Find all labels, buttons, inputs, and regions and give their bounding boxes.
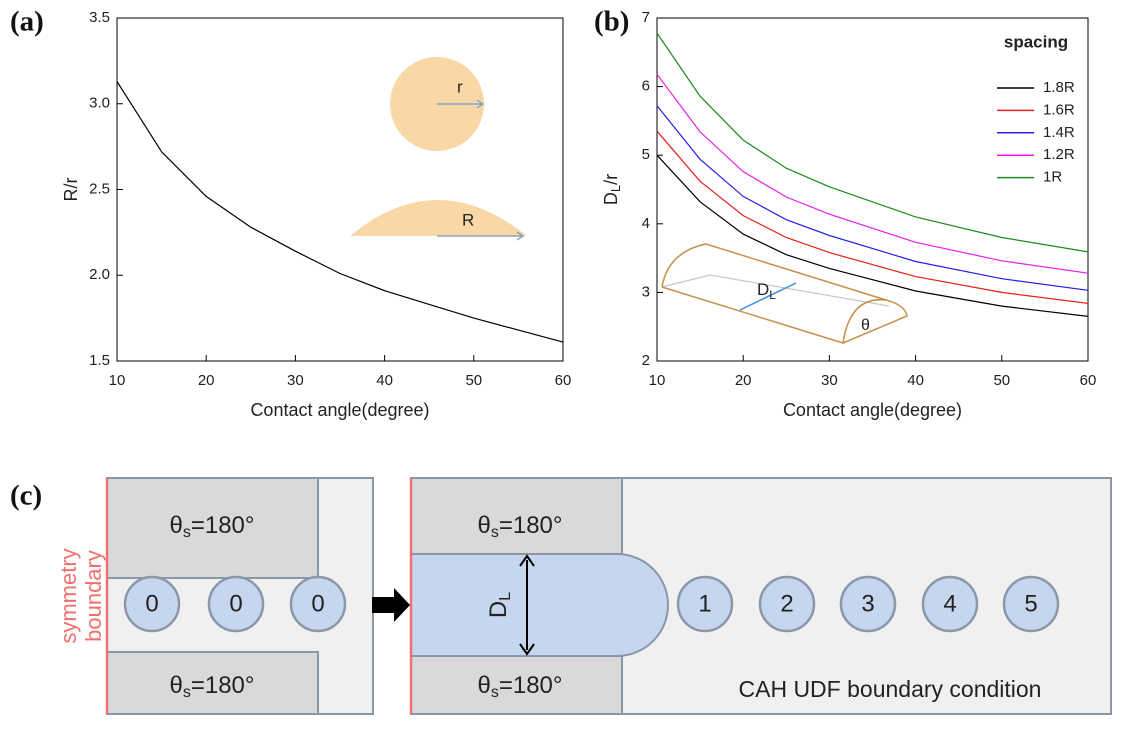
solid-label-part: =180° xyxy=(499,672,563,699)
x-tick-label: 50 xyxy=(465,372,482,389)
solid-label-part: θ xyxy=(169,672,182,699)
legend-label: 1.4R xyxy=(1043,124,1075,141)
inset-label: r xyxy=(457,77,463,96)
x-tick-label: 30 xyxy=(821,372,838,389)
y-tick-label: 2.0 xyxy=(89,266,110,283)
solid-label-part: θ xyxy=(477,672,490,699)
solid-label-part: s xyxy=(183,684,191,701)
panel-label: (c) xyxy=(10,480,42,512)
y-tick-label: 2 xyxy=(642,352,650,369)
x-tick-label: 20 xyxy=(198,372,215,389)
legend-label: 1R xyxy=(1043,169,1062,186)
boundary-condition: CAH UDF boundary condition xyxy=(739,676,1042,702)
y-tick-label: 5 xyxy=(642,146,650,163)
x-tick-label: 10 xyxy=(649,372,666,389)
legend-label: 1.2R xyxy=(1043,146,1075,163)
drop-cap xyxy=(350,200,527,236)
droplet-label: 4 xyxy=(943,590,956,617)
panel-label: (b) xyxy=(594,6,629,38)
legend-label: 1.6R xyxy=(1043,101,1075,118)
y-tick-label: 3.0 xyxy=(89,95,110,112)
x-tick-label: 40 xyxy=(376,372,393,389)
droplet-label: 3 xyxy=(861,590,874,617)
y-axis-label-part: L xyxy=(608,185,623,192)
y-axis-label-part: D xyxy=(601,192,621,205)
series-line xyxy=(117,82,563,343)
series-line xyxy=(657,155,1088,316)
x-tick-label: 60 xyxy=(555,372,572,389)
x-tick-label: 60 xyxy=(1080,372,1097,389)
plot-frame xyxy=(657,18,1088,361)
solid-label: θs=180° xyxy=(169,672,254,701)
droplet-label: 5 xyxy=(1024,590,1037,617)
x-tick-label: 20 xyxy=(735,372,752,389)
solid-label: θs=180° xyxy=(169,512,254,541)
y-tick-label: 7 xyxy=(642,9,650,26)
legend-label: 1.8R xyxy=(1043,79,1075,96)
series-line xyxy=(657,74,1088,273)
droplet-label: 0 xyxy=(145,590,158,617)
y-tick-label: 4 xyxy=(642,215,650,232)
x-axis-label: Contact angle(degree) xyxy=(783,400,962,420)
y-tick-label: 3.5 xyxy=(89,9,110,26)
solid-label-part: s xyxy=(491,524,499,541)
solid-label-part: θ xyxy=(477,512,490,539)
transition-arrow xyxy=(372,588,410,622)
solid-label-part: =180° xyxy=(191,512,255,539)
x-tick-label: 10 xyxy=(109,372,126,389)
droplet-label: 0 xyxy=(229,590,242,617)
figure: r R DL θ (c) symmetry boundary DL CAH UD… xyxy=(0,0,1131,732)
symmetry-label: boundary xyxy=(81,550,106,642)
solid-label: θs=180° xyxy=(477,672,562,701)
solid-label: θs=180° xyxy=(477,512,562,541)
droplet-label: 0 xyxy=(311,590,324,617)
y-tick-label: 6 xyxy=(642,78,650,95)
y-axis-label-part: /r xyxy=(601,174,621,185)
panel-label: (a) xyxy=(10,6,44,38)
x-axis-label: Contact angle(degree) xyxy=(250,400,429,420)
droplet-label: 2 xyxy=(780,590,793,617)
inset-a: r R xyxy=(350,57,527,240)
inset-label: R xyxy=(462,210,474,229)
solid-label-part: s xyxy=(491,684,499,701)
x-tick-label: 40 xyxy=(907,372,924,389)
y-axis-label: R/r xyxy=(61,178,81,202)
inset-b: DL θ xyxy=(662,244,907,343)
x-tick-label: 50 xyxy=(993,372,1010,389)
y-tick-label: 3 xyxy=(642,283,650,300)
plot-frame xyxy=(117,18,563,361)
legend-title: spacing xyxy=(1004,32,1068,51)
inset-label: θ xyxy=(861,317,870,334)
solid-label-part: =180° xyxy=(191,672,255,699)
solid-label-part: s xyxy=(183,524,191,541)
liquid xyxy=(411,554,668,656)
symmetry-label: symmetry xyxy=(56,548,81,643)
inset-label: DL xyxy=(757,280,776,302)
solid-label-part: =180° xyxy=(499,512,563,539)
droplet-label: 1 xyxy=(698,590,711,617)
series-line xyxy=(657,33,1088,252)
solid-label-part: θ xyxy=(169,512,182,539)
y-tick-label: 2.5 xyxy=(89,180,110,197)
diagram: (c) symmetry boundary DL CAH UDF boundar… xyxy=(10,478,1111,714)
y-tick-label: 1.5 xyxy=(89,352,110,369)
x-tick-label: 30 xyxy=(287,372,304,389)
y-axis-label: DL/r xyxy=(601,174,624,205)
y-axis-label-part: R/r xyxy=(61,178,81,202)
